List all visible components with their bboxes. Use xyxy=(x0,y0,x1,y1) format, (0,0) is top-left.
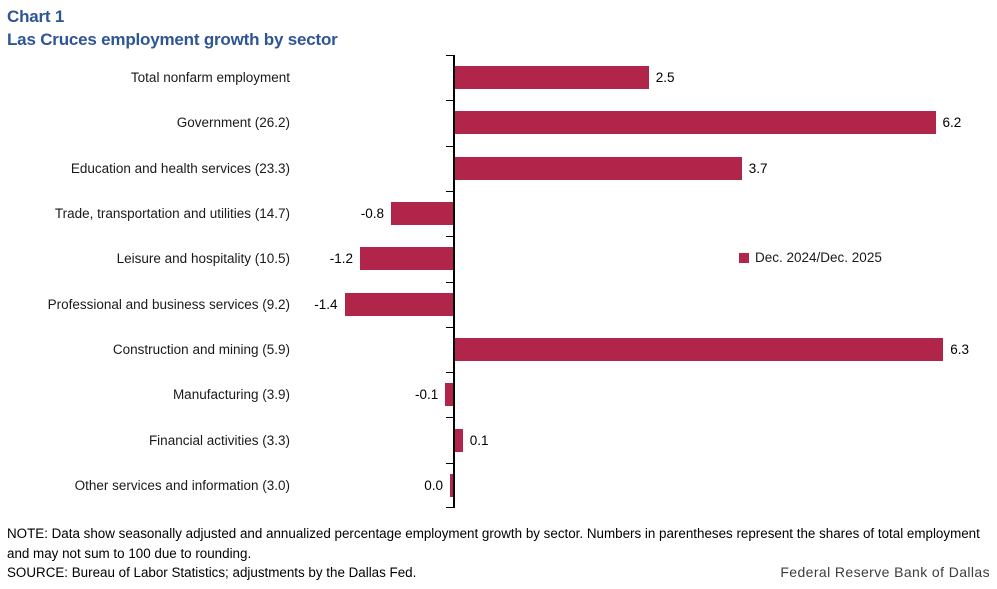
note-text: NOTE: Data show seasonally adjusted and … xyxy=(7,526,980,561)
bar xyxy=(450,473,453,497)
category-label: Education and health services (23.3) xyxy=(70,160,290,176)
chart-header: Chart 1 Las Cruces employment growth by … xyxy=(7,5,338,51)
category-label: Trade, transportation and utilities (14.… xyxy=(54,206,290,222)
bar xyxy=(455,156,742,180)
value-label: 6.2 xyxy=(942,115,962,131)
bar xyxy=(445,383,453,407)
category-label: Construction and mining (5.9) xyxy=(112,341,290,357)
value-label: 0.1 xyxy=(469,432,489,448)
branding-text: Federal Reserve Bank of Dallas xyxy=(780,564,990,580)
axis-tick xyxy=(446,372,453,373)
value-label: 0.0 xyxy=(424,477,443,493)
legend-label: Dec. 2024/Dec. 2025 xyxy=(755,250,882,265)
axis-tick xyxy=(446,282,453,283)
bar xyxy=(455,66,649,90)
source-row: SOURCE: Bureau of Labor Statistics; adju… xyxy=(7,564,990,580)
plot-area: Dec. 2024/Dec. 2025 Total nonfarm employ… xyxy=(0,55,997,508)
value-label: -1.2 xyxy=(329,251,353,267)
source-text: SOURCE: Bureau of Labor Statistics; adju… xyxy=(7,565,417,580)
axis-tick xyxy=(446,55,453,56)
chart-number: Chart 1 xyxy=(7,7,65,26)
value-label: -1.4 xyxy=(314,296,338,312)
zero-axis-line xyxy=(453,55,455,508)
category-label: Total nonfarm employment xyxy=(130,70,290,86)
category-label: Government (26.2) xyxy=(176,115,290,131)
bar xyxy=(391,202,453,226)
axis-tick xyxy=(446,417,453,418)
axis-tick xyxy=(446,191,453,192)
value-label: 2.5 xyxy=(655,70,675,86)
bar xyxy=(344,292,453,316)
bar xyxy=(455,337,944,361)
category-label: Financial activities (3.3) xyxy=(148,432,290,448)
category-label: Other services and information (3.0) xyxy=(74,477,290,493)
value-label: -0.8 xyxy=(360,206,384,222)
value-label: 3.7 xyxy=(748,160,768,176)
bar xyxy=(455,111,936,135)
axis-tick xyxy=(446,236,453,237)
category-label: Manufacturing (3.9) xyxy=(172,387,290,403)
bar xyxy=(360,247,453,271)
axis-tick xyxy=(446,463,453,464)
axis-tick xyxy=(446,507,453,508)
page-title: Las Cruces employment growth by sector xyxy=(7,30,338,49)
category-label: Leisure and hospitality (10.5) xyxy=(116,251,290,267)
legend: Dec. 2024/Dec. 2025 xyxy=(739,250,882,265)
legend-swatch xyxy=(739,252,749,263)
axis-tick xyxy=(446,100,453,101)
value-label: 6.3 xyxy=(950,341,970,357)
bar xyxy=(455,428,463,452)
value-label: -0.1 xyxy=(414,387,439,403)
category-label: Professional and business services (9.2) xyxy=(47,296,290,312)
axis-tick xyxy=(446,146,453,147)
axis-tick xyxy=(446,327,453,328)
